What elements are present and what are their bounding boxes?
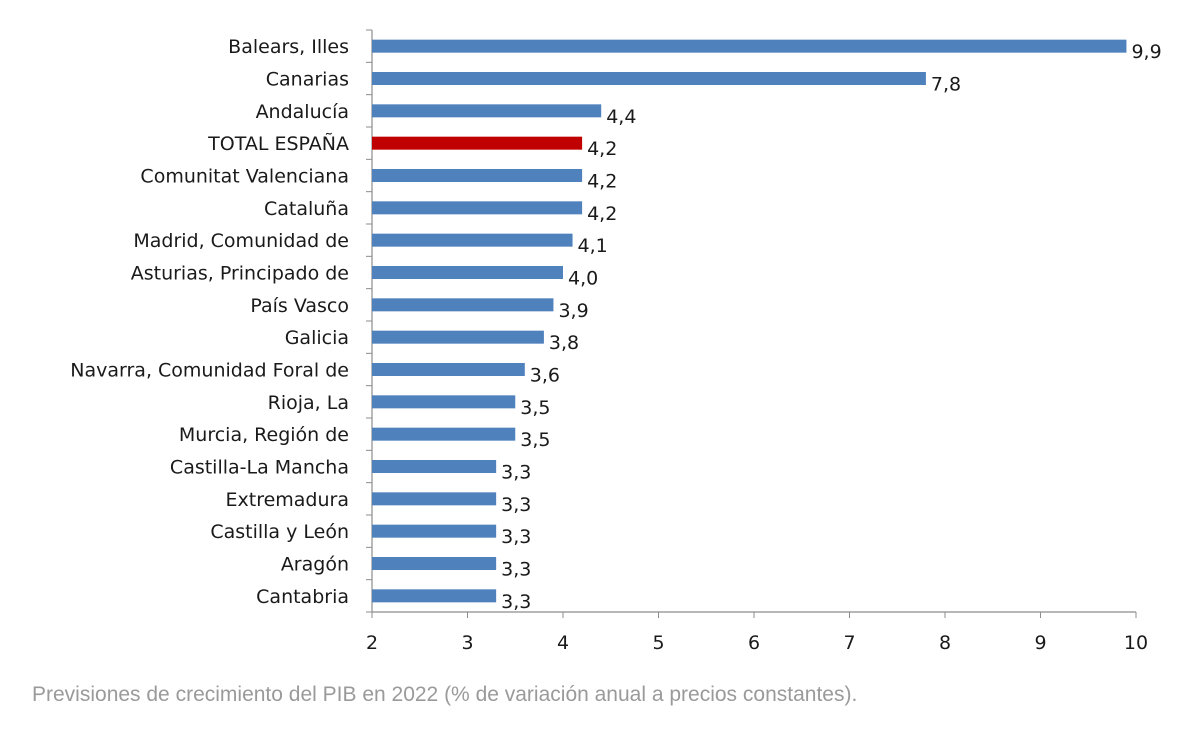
category-label: Aragón: [281, 554, 349, 576]
chart-caption: Previsiones de crecimiento del PIB en 20…: [32, 683, 858, 706]
value-label: 3,3: [501, 559, 531, 581]
bar: [372, 298, 554, 312]
bar: [372, 266, 563, 279]
value-label: 3,5: [520, 429, 550, 451]
x-tick-label: 2: [366, 632, 378, 654]
category-label: Canarias: [266, 69, 349, 91]
category-label: Cataluña: [264, 198, 349, 220]
value-label: 3,3: [501, 494, 531, 516]
value-label: 4,1: [578, 235, 608, 257]
category-label: TOTAL ESPAÑA: [207, 132, 349, 155]
category-label: Balears, Illes: [228, 36, 349, 58]
bar: [372, 557, 497, 570]
value-label: 3,3: [501, 591, 531, 613]
category-label: Navarra, Comunidad Foral de: [70, 360, 349, 382]
value-label: 3,3: [501, 526, 531, 548]
bar: [372, 136, 583, 150]
bar: [372, 427, 516, 441]
category-label: Murcia, Región de: [179, 424, 349, 446]
bar: [372, 524, 497, 538]
value-label: 4,2: [587, 171, 617, 193]
x-tick-label: 7: [843, 632, 855, 654]
bar: [372, 201, 583, 215]
value-label: 3,6: [530, 365, 560, 387]
category-label: País Vasco: [250, 295, 349, 317]
x-tick-label: 10: [1124, 632, 1148, 654]
category-label: Extremadura: [226, 489, 350, 511]
x-tick-label: 4: [557, 632, 569, 654]
bar: [372, 104, 602, 118]
category-label: Madrid, Comunidad de: [133, 230, 349, 252]
category-label: Andalucía: [256, 101, 349, 123]
category-label: Castilla y León: [210, 521, 349, 543]
value-label: 3,8: [549, 332, 579, 354]
value-label: 3,3: [501, 462, 531, 484]
x-tick-label: 8: [939, 632, 951, 654]
value-label: 4,4: [606, 106, 636, 128]
value-label: 9,9: [1131, 41, 1161, 63]
category-label: Galicia: [285, 327, 349, 349]
bar: [372, 330, 544, 344]
bar: [372, 233, 573, 247]
x-tick-label: 3: [461, 632, 473, 654]
category-label: Castilla-La Mancha: [170, 457, 349, 479]
bar: [372, 363, 525, 376]
value-label: 3,9: [558, 300, 588, 322]
value-label: 3,5: [520, 397, 550, 419]
bar: [372, 72, 926, 85]
bar: [372, 39, 1127, 53]
value-label: 4,2: [587, 203, 617, 225]
gdp-growth-bar-chart: 2 3 4 5 6 7 8 9 10 Balears, Illes 9,9 Canarias 7,8 An…: [70, 29, 1162, 654]
bar: [372, 460, 497, 473]
x-tick-label: 9: [1034, 632, 1046, 654]
bar: [372, 492, 497, 506]
bar: [372, 395, 516, 409]
value-label: 4,2: [587, 138, 617, 160]
value-label: 4,0: [568, 268, 598, 290]
x-tick-label: 6: [748, 632, 760, 654]
x-tick-label: 5: [652, 632, 664, 654]
category-label: Asturias, Principado de: [131, 263, 349, 285]
category-label: Cantabria: [256, 586, 349, 608]
category-label: Rioja, La: [268, 392, 349, 414]
category-label: Comunitat Valenciana: [140, 166, 349, 188]
bar: [372, 589, 497, 603]
bar: [372, 169, 583, 182]
value-label: 7,8: [931, 74, 961, 96]
